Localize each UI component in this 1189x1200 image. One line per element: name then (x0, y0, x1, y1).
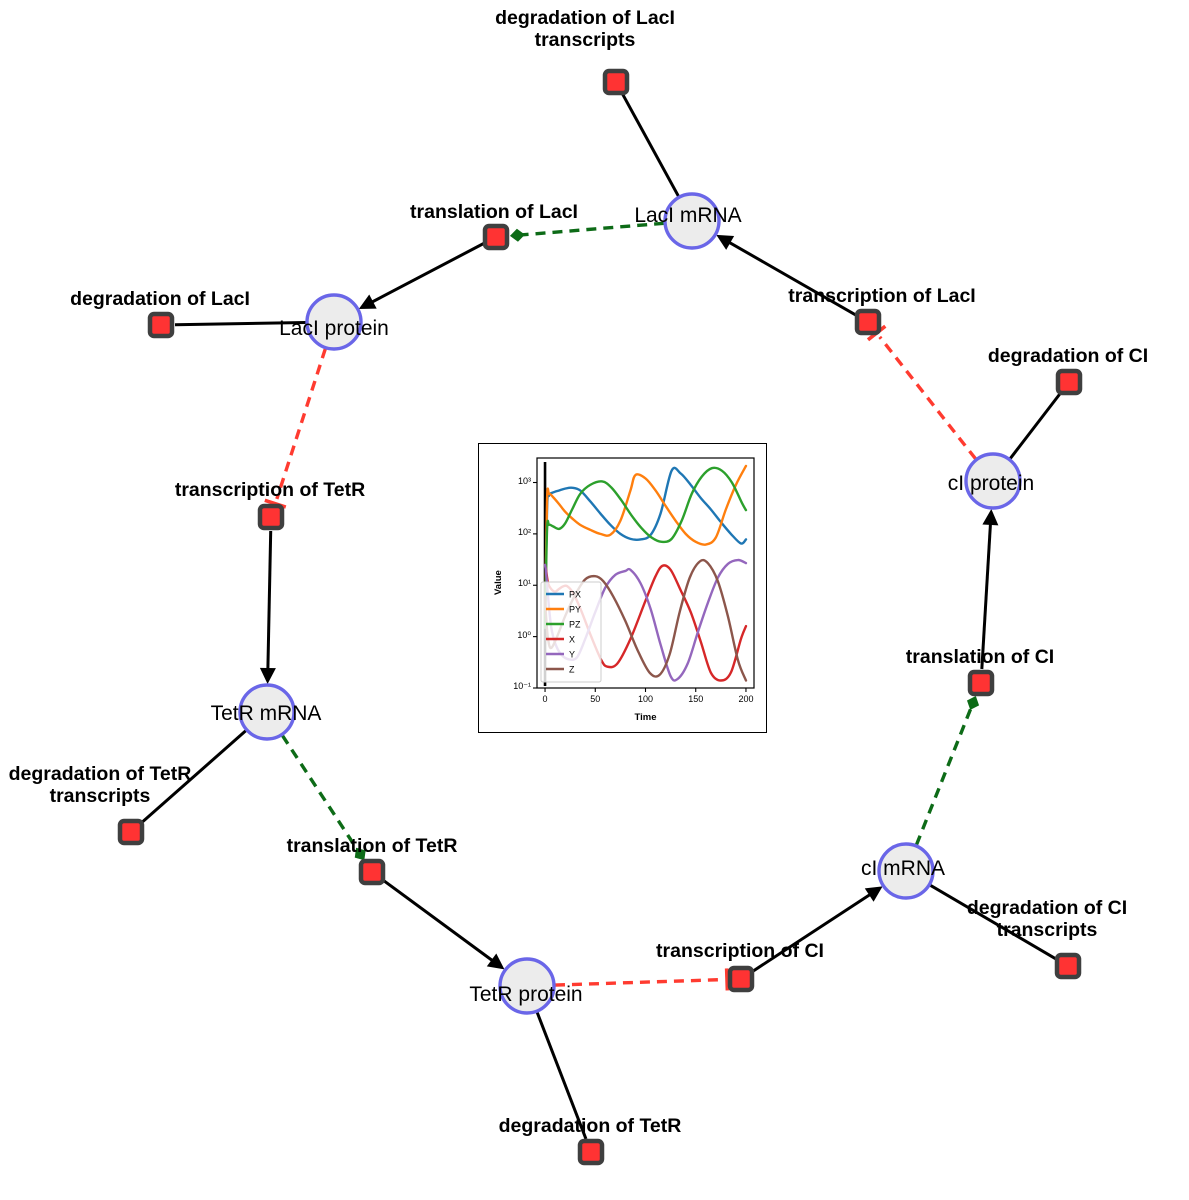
chart-plot-area: PX PY PZ XYZ (533, 457, 755, 692)
species-node[interactable] (305, 293, 363, 351)
edge-plain (1008, 392, 1062, 460)
reaction-node[interactable] (1054, 952, 1082, 980)
reaction-node[interactable] (727, 965, 755, 993)
edge-plain (621, 93, 680, 198)
chart-xaxis-label: Time (634, 712, 657, 723)
chart-legend-label: PY (569, 605, 581, 615)
reaction-node[interactable] (117, 818, 145, 846)
edge-plain (535, 1011, 588, 1140)
species-node[interactable] (663, 192, 721, 250)
timecourse-inset-chart: PX PY PZ X Y Z Time Value 0 50 100 150 200 10⁻¹ 10⁰… (478, 443, 767, 733)
chart-ytick: 10⁻¹ (513, 681, 531, 691)
chart-ytick: 10¹ (517, 578, 531, 589)
edge-plain (358, 242, 485, 309)
chart-xtick: 150 (688, 694, 704, 704)
edge-plain (140, 729, 247, 824)
edge-plain (382, 879, 505, 970)
chart-ytick: 10³ (517, 475, 531, 486)
reaction-node[interactable] (482, 223, 510, 251)
chart-ytick: 10² (517, 526, 531, 537)
chart-legend-label: PX (569, 590, 581, 600)
chart-legend-label: X (569, 635, 575, 645)
edge-plain (716, 234, 857, 317)
chart-xtick: 200 (738, 694, 754, 704)
reaction-node[interactable] (1055, 368, 1083, 396)
species-node[interactable] (238, 683, 296, 741)
edge-production (914, 696, 980, 846)
chart-legend-label: Y (569, 650, 575, 660)
edge-plain (751, 886, 883, 973)
species-node[interactable] (498, 957, 556, 1015)
chart-xtick: 0 (542, 694, 548, 704)
edge-plain (980, 508, 999, 670)
chart-legend-label: Z (569, 665, 575, 675)
chart-legend-label: PZ (569, 620, 581, 630)
edge-inhibition (554, 968, 730, 991)
reaction-node[interactable] (967, 669, 995, 697)
chart-xtick: 50 (590, 694, 601, 704)
species-node[interactable] (964, 452, 1022, 510)
reaction-node[interactable] (602, 68, 630, 96)
chart-xtick: 100 (637, 694, 654, 704)
species-node[interactable] (877, 842, 935, 900)
reaction-node[interactable] (854, 308, 882, 336)
chart-legend-box (540, 581, 602, 683)
chart-ytick: 10⁰ (517, 629, 531, 640)
chart-series-PZ (543, 466, 748, 629)
reaction-node[interactable] (358, 858, 386, 886)
reaction-node[interactable] (257, 503, 285, 531)
reaction-node[interactable] (147, 311, 175, 339)
edge-production (509, 221, 665, 242)
chart-series-PX (543, 466, 748, 629)
reaction-node[interactable] (577, 1138, 605, 1166)
edge-plain (929, 883, 1057, 961)
chart-series-PY (543, 464, 748, 629)
edge-plain (174, 320, 307, 327)
edge-production (280, 734, 366, 861)
edge-plain (259, 530, 276, 685)
